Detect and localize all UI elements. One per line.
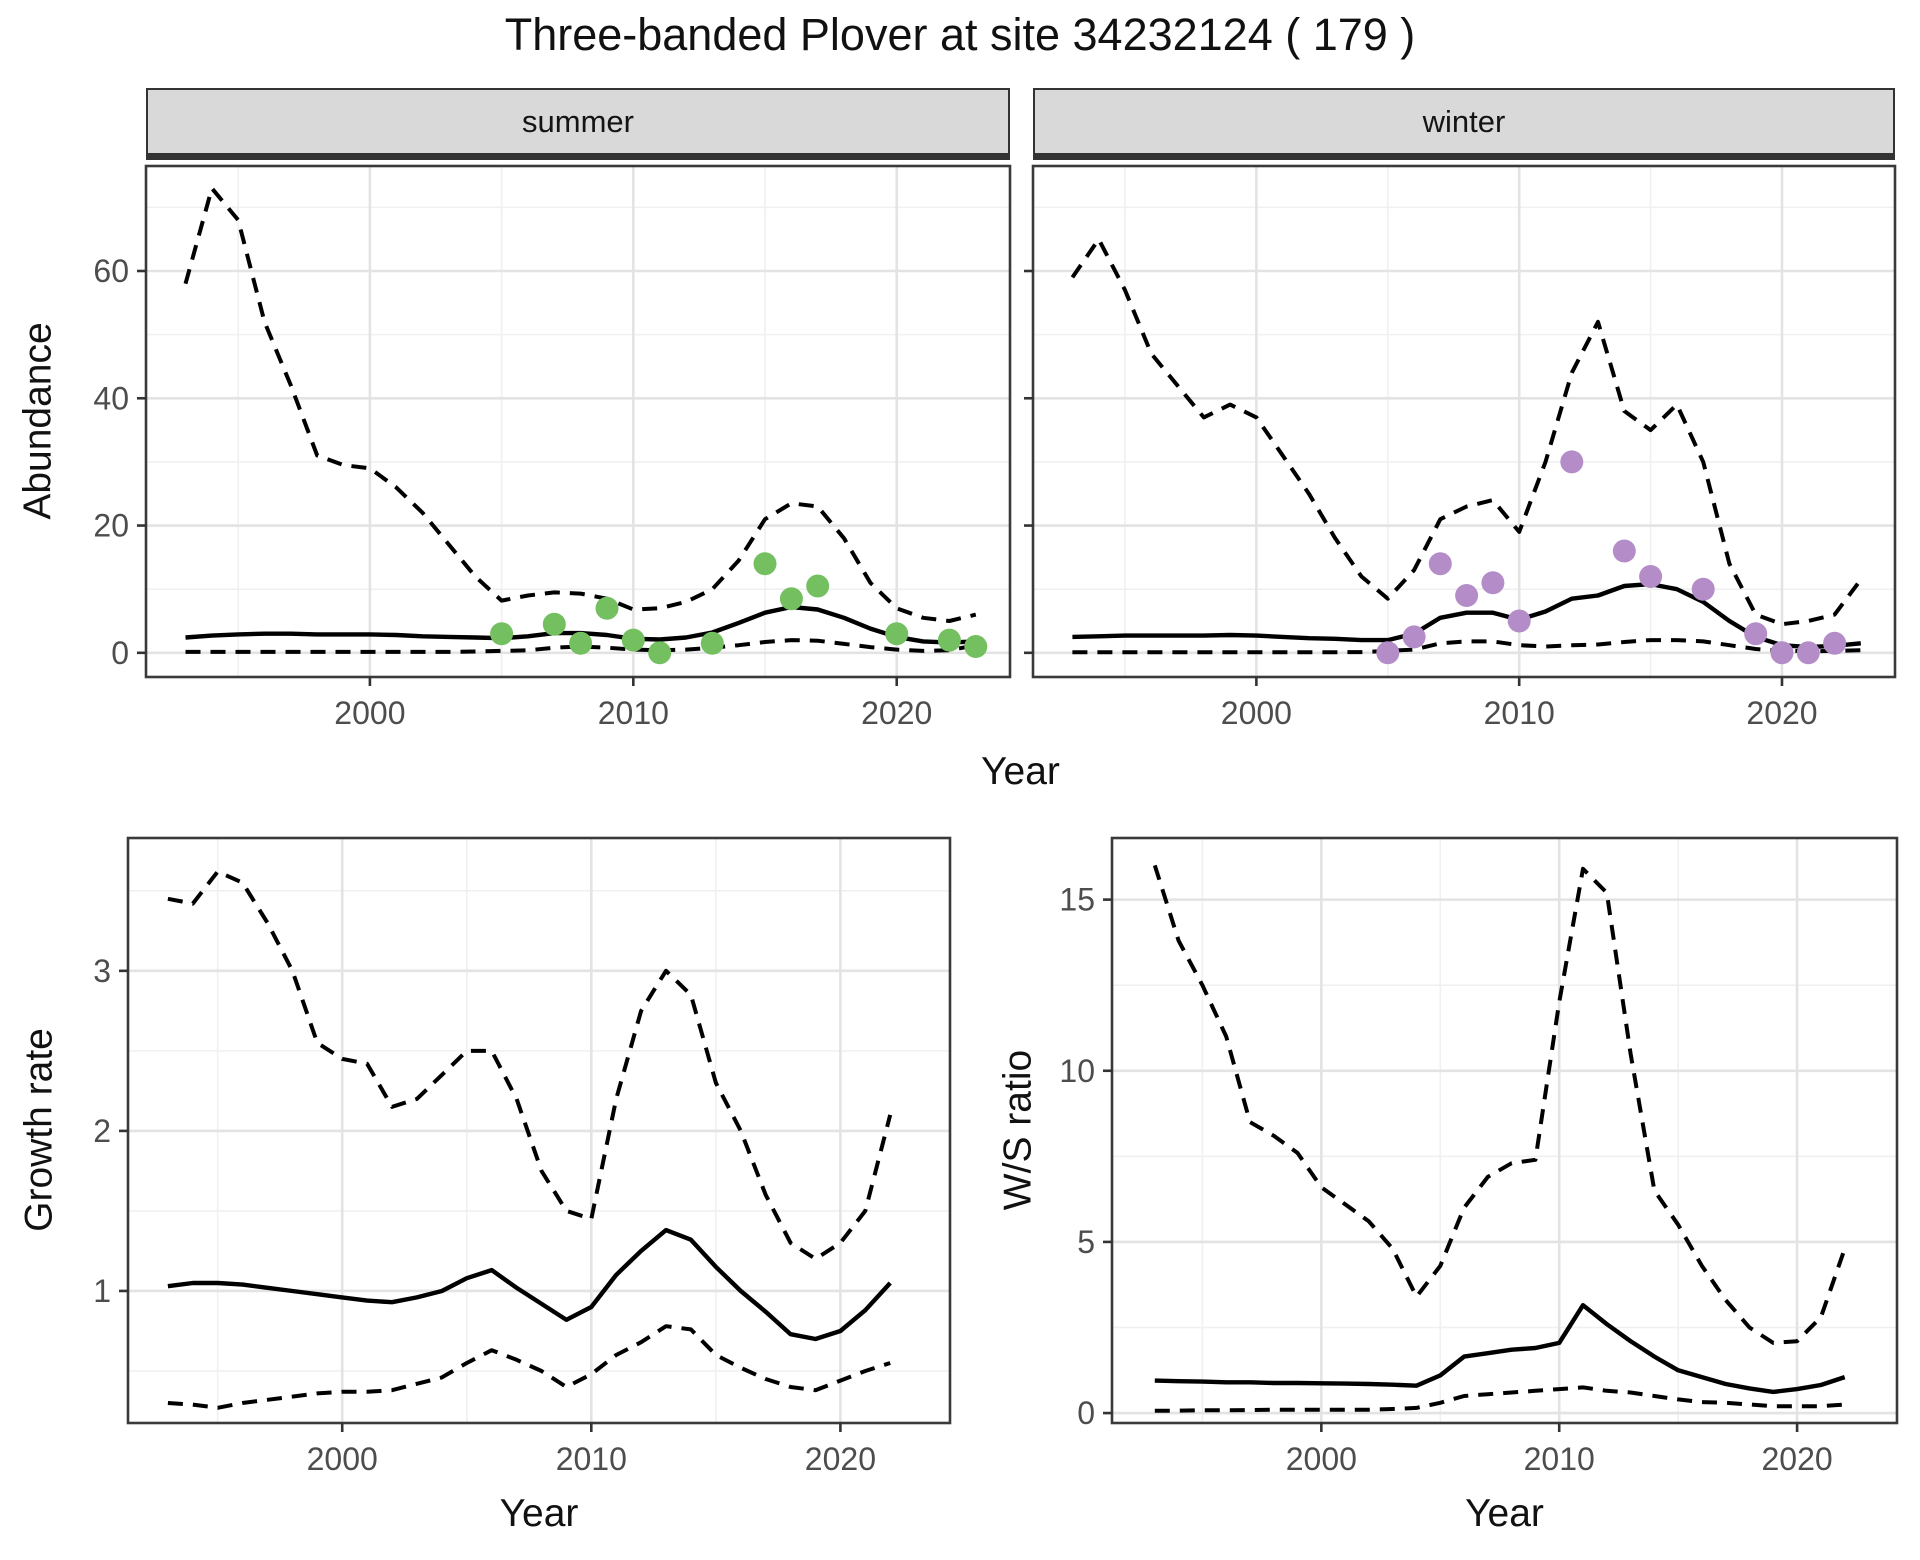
- observed-summer-point: [595, 596, 619, 620]
- observed-summer-point: [569, 631, 593, 655]
- observed-winter-point: [1402, 625, 1426, 649]
- observed-winter-point: [1560, 450, 1584, 474]
- observed-summer-point: [937, 628, 961, 652]
- observed-winter-point: [1507, 609, 1531, 633]
- x-tick-label: 2000: [334, 695, 405, 731]
- y-tick-label: 40: [93, 380, 129, 416]
- x-tick-label: 2000: [307, 1441, 378, 1477]
- upper-ci-line: [183, 186, 977, 623]
- x-axis-title-year-growth: Year: [499, 1492, 579, 1535]
- y-tick-label: 15: [1059, 882, 1095, 918]
- panel-border: [1110, 836, 1899, 1425]
- observed-summer-point: [885, 622, 909, 646]
- observed-summer-point: [753, 552, 777, 576]
- y-tick-label: 1: [93, 1273, 111, 1309]
- figure-title: Three-banded Plover at site 34232124 ( 1…: [504, 9, 1416, 60]
- facet-strip-summer-label: summer: [522, 103, 634, 139]
- facet-strip-summer: summer: [146, 88, 1010, 160]
- observed-winter-point: [1823, 631, 1847, 655]
- facet-strip-winter-label: winter: [1422, 103, 1506, 139]
- lower-ci-line: [1154, 1385, 1845, 1413]
- observed-winter-point: [1639, 565, 1663, 588]
- observed-winter-point: [1455, 584, 1479, 607]
- y-tick-label: 2: [93, 1113, 111, 1149]
- x-tick-label: 2010: [1524, 1441, 1595, 1477]
- mean-line: [167, 1227, 892, 1342]
- y-tick-label: 0: [1077, 1395, 1095, 1431]
- x-axis-title-year-top: Year: [981, 750, 1060, 793]
- lower-ci-line: [1072, 638, 1861, 655]
- observed-winter-point: [1796, 641, 1820, 665]
- observed-summer-point: [648, 641, 672, 665]
- observed-winter-point: [1481, 571, 1505, 595]
- panel-border: [144, 164, 1012, 679]
- upper-ci-line: [1152, 864, 1847, 1345]
- observed-summer-point: [621, 628, 645, 652]
- upper-ci-line: [1070, 237, 1863, 627]
- x-tick-label: 2020: [805, 1441, 876, 1477]
- y-tick-label: 10: [1059, 1053, 1095, 1089]
- x-tick-label: 2010: [1484, 695, 1555, 731]
- observed-winter-point: [1691, 577, 1715, 601]
- observed-winter-point: [1376, 641, 1400, 665]
- lower-ci-line: [185, 638, 977, 654]
- panel-abundance-summer: 2000 2010 2020 0 20 40 60: [93, 164, 1012, 731]
- y-tick-label: 60: [93, 253, 129, 289]
- x-axis-title-year-ws: Year: [1465, 1492, 1544, 1535]
- mean-line: [1154, 1303, 1846, 1395]
- observed-winter-point: [1770, 641, 1794, 665]
- observed-summer-point: [542, 612, 566, 636]
- x-tick-label: 2000: [1286, 1441, 1357, 1477]
- observed-summer-point: [700, 631, 724, 655]
- x-tick-label: 2010: [556, 1441, 627, 1477]
- x-tick-label: 2020: [861, 695, 932, 731]
- x-tick-label: 2010: [598, 695, 669, 731]
- facet-strip-winter: winter: [1033, 88, 1895, 160]
- x-tick-label: 2020: [1761, 1441, 1832, 1477]
- observed-winter-point: [1428, 552, 1452, 576]
- mean-line: [1072, 581, 1862, 650]
- y-tick-label: 0: [111, 635, 129, 671]
- upper-ci-line: [167, 869, 893, 1261]
- y-tick-label: 3: [93, 953, 111, 989]
- lower-ci-line: [167, 1324, 891, 1410]
- observed-summer-point: [779, 587, 803, 611]
- panel-ws-ratio: 2000 2010 2020 0 5 10 15: [1059, 836, 1899, 1477]
- observed-winter-point: [1612, 539, 1636, 563]
- y-tick-label: 5: [1077, 1224, 1095, 1260]
- panel-abundance-winter: 2000 2010 2020: [1024, 164, 1897, 731]
- observed-summer-point: [806, 574, 830, 598]
- panel-border: [1031, 164, 1897, 679]
- panel-growth-rate: 2000 2010 2020 1 2 3: [93, 836, 952, 1477]
- observed-summer-point: [964, 635, 988, 658]
- x-tick-label: 2020: [1746, 695, 1817, 731]
- observed-winter-point: [1744, 622, 1768, 646]
- x-tick-label: 2000: [1221, 695, 1292, 731]
- observed-summer-point: [490, 622, 514, 646]
- y-tick-label: 20: [93, 508, 129, 544]
